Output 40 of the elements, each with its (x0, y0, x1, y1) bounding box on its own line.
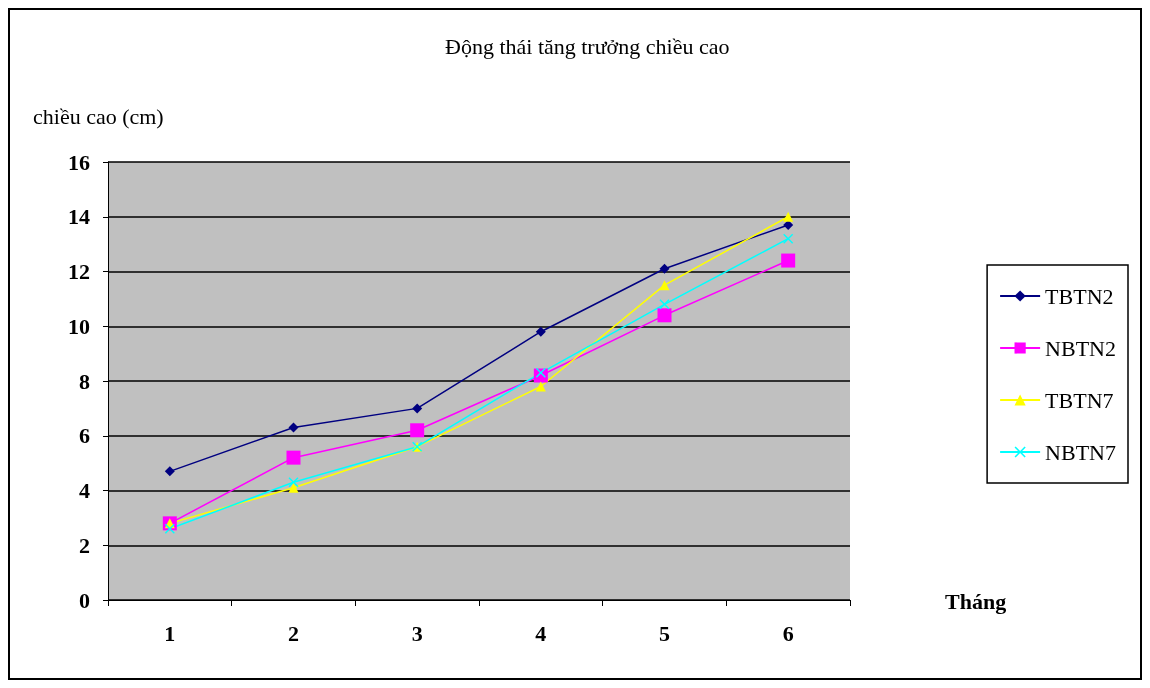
x-axis-title: Tháng (945, 588, 1007, 614)
y-tick-label: 6 (79, 423, 90, 449)
point (535, 367, 546, 378)
legend-label: NBTN2 (1045, 335, 1116, 361)
point (410, 423, 425, 438)
point (659, 280, 670, 291)
y-tick-label: 2 (79, 532, 90, 558)
point (657, 308, 672, 323)
x-tick-label: 3 (411, 620, 423, 646)
x-tick-label: 1 (164, 620, 176, 646)
point (783, 233, 794, 244)
point (781, 253, 796, 268)
legend-label: TBTN2 (1045, 283, 1114, 309)
point (288, 477, 299, 488)
point (412, 403, 423, 414)
y-tick-label: 10 (68, 313, 90, 339)
point (288, 482, 299, 493)
y-tick-label: 8 (79, 368, 90, 394)
x-tick-label: 4 (535, 620, 547, 646)
point (535, 326, 546, 337)
x-tick-label: 2 (288, 620, 299, 646)
y-tick-label: 16 (68, 149, 90, 175)
y-axis-title: chiều cao (cm) (33, 103, 164, 129)
point (288, 422, 299, 433)
point (659, 299, 670, 310)
legend-label: TBTN7 (1045, 387, 1114, 413)
chart-title: Động thái tăng trưởng chiều cao (445, 33, 730, 59)
y-tick-label: 14 (68, 204, 90, 230)
legend-label: NBTN7 (1045, 439, 1116, 465)
point (286, 450, 301, 465)
point (164, 466, 175, 477)
y-tick-label: 4 (79, 478, 90, 503)
y-tick-label: 12 (68, 259, 90, 284)
point (164, 523, 175, 534)
x-tick-label: 5 (659, 620, 670, 646)
point (659, 263, 670, 274)
y-tick-label: 0 (79, 587, 90, 613)
point (783, 211, 794, 222)
x-tick-label: 6 (782, 620, 794, 646)
point (535, 381, 546, 392)
